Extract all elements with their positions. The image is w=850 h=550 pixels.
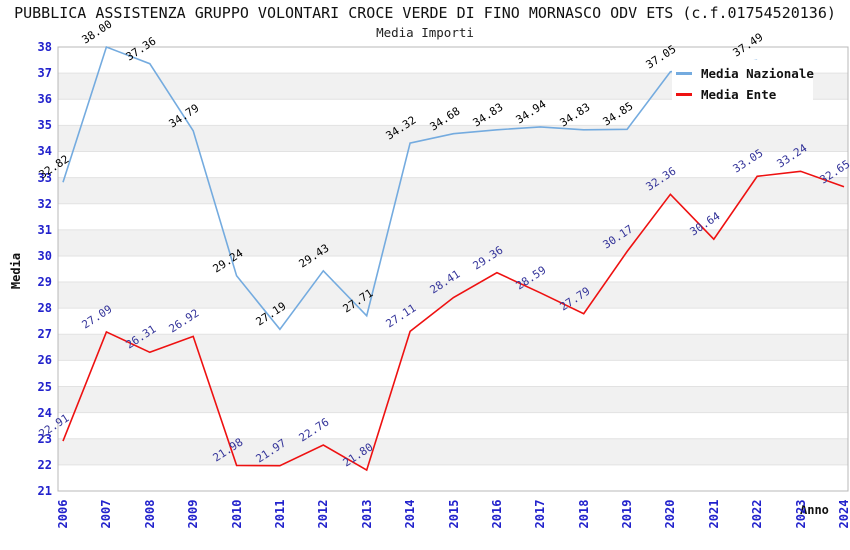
y-tick-label: 27	[37, 327, 52, 342]
x-tick-label: 2007	[99, 499, 114, 529]
x-tick-label: 2006	[56, 499, 70, 529]
x-tick-label: 2023	[793, 499, 808, 529]
y-tick-label: 34	[37, 144, 52, 159]
x-tick-label: 2015	[446, 499, 461, 529]
chart-title: PUBBLICA ASSISTENZA GRUPPO VOLONTARI CRO…	[14, 4, 836, 22]
x-tick-label: 2021	[706, 499, 721, 529]
stripe-band	[58, 438, 848, 465]
legend-item: Media Nazionale	[676, 66, 814, 81]
legend-line-swatch	[676, 93, 692, 96]
x-tick-label: 2012	[316, 499, 331, 529]
stripe-band	[58, 282, 848, 309]
y-tick-label: 31	[37, 222, 52, 237]
y-tick-label: 38	[37, 40, 52, 54]
x-tick-label: 2018	[576, 499, 591, 529]
y-tick-label: 29	[37, 275, 52, 290]
y-tick-label: 37	[37, 66, 52, 81]
series-line-nazionale	[62, 45, 758, 331]
y-tick-label: 30	[37, 248, 52, 263]
y-tick-label: 36	[37, 92, 52, 107]
x-tick-label: 2024	[837, 499, 850, 529]
legend-line-swatch	[676, 72, 692, 75]
x-tick-label: 2011	[272, 499, 287, 529]
plot-border	[57, 46, 849, 492]
y-tick-label: 35	[37, 118, 52, 133]
stripe-band	[58, 386, 848, 413]
series-line-ente	[62, 170, 845, 472]
y-tick-label: 28	[37, 301, 52, 316]
x-tick-label: 2014	[403, 499, 418, 529]
stripe-band	[58, 334, 848, 361]
x-axis-title: Anno	[800, 503, 829, 517]
stripe-band	[58, 125, 848, 152]
x-tick-label: 2022	[750, 499, 765, 529]
y-tick-label: 26	[37, 353, 52, 368]
x-tick-label: 2009	[186, 499, 201, 529]
x-tick-label: 2017	[533, 499, 548, 529]
y-tick-label: 22	[37, 457, 52, 472]
x-tick-label: 2019	[620, 499, 635, 529]
x-tick-label: 2013	[359, 499, 374, 529]
chart-subtitle: Media Importi	[376, 25, 474, 40]
stripe-band	[58, 229, 848, 256]
y-tick-label: 24	[37, 405, 52, 420]
y-tick-label: 21	[37, 484, 52, 498]
legend-item: Media Ente	[676, 87, 813, 102]
plot-background	[58, 47, 848, 491]
legend: Media Nazionale Media Ente	[672, 60, 814, 108]
x-tick-label: 2020	[663, 499, 678, 529]
legend-label: Media Nazionale	[701, 66, 814, 81]
x-tick-label: 2008	[142, 499, 157, 529]
y-tick-label: 32	[37, 196, 52, 211]
y-tick-label: 25	[37, 379, 52, 394]
stripe-band	[58, 177, 848, 204]
legend-label: Media Ente	[701, 87, 777, 102]
x-tick-label: 2010	[229, 499, 244, 529]
y-tick-label: 23	[37, 431, 52, 446]
y-tick-label: 33	[37, 170, 52, 185]
x-tick-label: 2016	[489, 499, 504, 529]
